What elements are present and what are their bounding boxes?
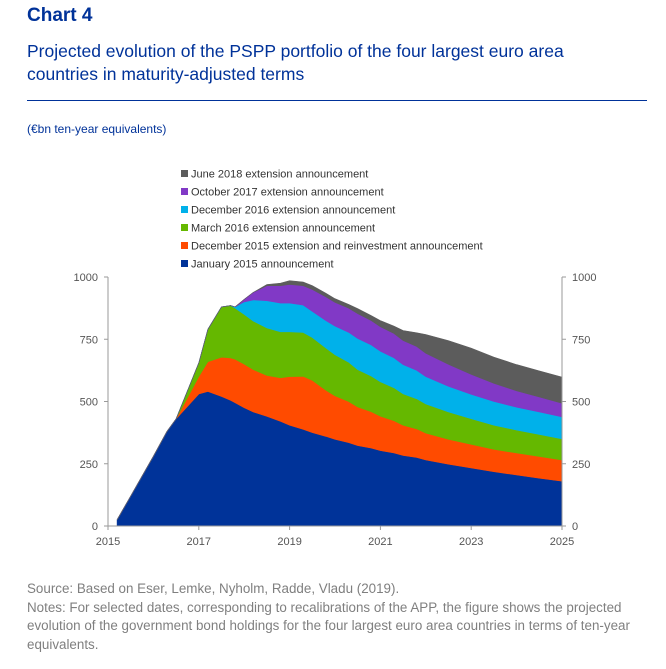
legend-label: December 2015 extension and reinvestment… xyxy=(191,241,483,253)
legend-swatch xyxy=(181,242,188,249)
y-tick-label-right: 1000 xyxy=(572,272,596,284)
y-tick-label-left: 250 xyxy=(80,459,98,471)
legend-label: December 2016 extension announcement xyxy=(191,205,395,217)
source-notes: Source: Based on Eser, Lemke, Nyholm, Ra… xyxy=(27,580,647,654)
y-tick-label-left: 500 xyxy=(80,397,98,409)
title-divider xyxy=(27,100,647,101)
x-tick-label: 2023 xyxy=(459,536,483,548)
y-tick-label-left: 750 xyxy=(80,334,98,346)
y-tick-label-right: 250 xyxy=(572,459,590,471)
chart-number: Chart 4 xyxy=(27,5,93,26)
y-tick-label-left: 1000 xyxy=(74,272,98,284)
y-tick-label-right: 0 xyxy=(572,521,578,533)
legend: June 2018 extension announcement October … xyxy=(181,169,483,271)
legend-label: January 2015 announcement xyxy=(191,259,334,271)
legend-swatch xyxy=(181,170,188,177)
x-tick-label: 2015 xyxy=(96,536,120,548)
chart-title: Projected evolution of the PSPP portfoli… xyxy=(27,41,564,84)
legend-label: October 2017 extension announcement xyxy=(191,187,384,199)
legend-swatch xyxy=(181,188,188,195)
axes: 0 0 250 250 500 500 750 750 1000 1000 2015 2017 2019… xyxy=(74,272,597,548)
notes-text: Notes: For selected dates, corresponding… xyxy=(27,599,630,652)
y-tick-label-right: 500 xyxy=(572,397,590,409)
legend-label: March 2016 extension announcement xyxy=(191,223,375,235)
legend-swatch xyxy=(181,224,188,231)
legend-swatch xyxy=(181,206,188,213)
y-tick-label-right: 750 xyxy=(572,334,590,346)
unit-label: (€bn ten-year equivalents) xyxy=(27,122,167,136)
x-tick-label: 2021 xyxy=(368,536,392,548)
source-text: Source: Based on Eser, Lemke, Nyholm, Ra… xyxy=(27,581,400,596)
x-tick-label: 2017 xyxy=(187,536,211,548)
x-tick-label: 2025 xyxy=(550,536,574,548)
chart-area: June 2018 extension announcement October … xyxy=(74,169,597,549)
y-tick-label-left: 0 xyxy=(92,521,98,533)
x-tick-label: 2019 xyxy=(277,536,301,548)
stacked-areas xyxy=(116,280,563,527)
legend-swatch xyxy=(181,260,188,267)
legend-label: June 2018 extension announcement xyxy=(191,169,368,181)
